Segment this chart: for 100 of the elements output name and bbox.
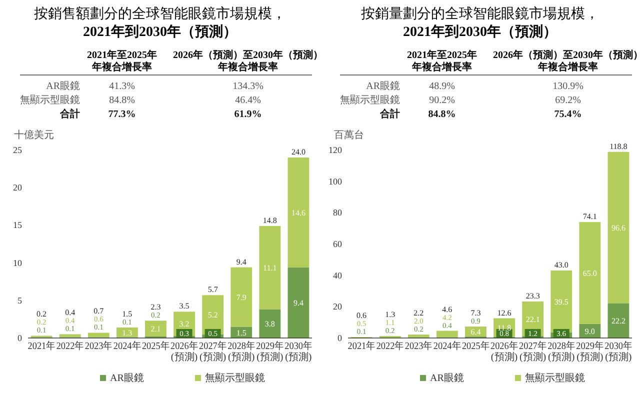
text: 無顯示型眼鏡 <box>20 94 80 106</box>
x-tick-label: 2023年 <box>404 340 435 352</box>
y-tick-label: 15 <box>13 220 22 230</box>
total-label: 4.6 <box>442 304 452 314</box>
x-tick-label: 2027年 (預測) <box>519 340 550 363</box>
x-tick-label: 2024年 <box>433 340 464 352</box>
y-tick-label: 40 <box>333 270 342 280</box>
y-tick-label: 5 <box>18 295 22 306</box>
y-tick-label: 0 <box>18 333 22 343</box>
total-label: 1.3 <box>385 310 396 319</box>
x-tick-label: 2021年 <box>348 340 378 352</box>
total-label: 24.0 <box>291 148 306 157</box>
y-tick-label: 100 <box>328 176 342 186</box>
y-tick-label: 60 <box>333 239 342 249</box>
data-label: 0.2 <box>36 310 47 319</box>
total-label: 0.6 <box>356 311 367 320</box>
x-tick-label: 2022年 <box>376 340 406 352</box>
y-tick-label: 80 <box>333 208 342 218</box>
total-label: 14.8 <box>262 216 277 225</box>
data-label: 1.3 <box>122 328 132 338</box>
total-label: 43.0 <box>554 260 568 270</box>
x-tick-label: 2030年 (預測) <box>284 340 315 363</box>
x-tick-label: 2023年 <box>84 340 115 352</box>
text: 2021年至2025年年複合增長率 <box>407 49 477 73</box>
legend-label: AR眼鏡 <box>430 372 464 384</box>
data-label: 1.5 <box>236 328 246 338</box>
total-label: 12.6 <box>497 308 512 318</box>
text: 130.9% <box>552 81 584 92</box>
text: 2021年至2025年年複合增長率 <box>87 49 157 73</box>
chart-title: 按銷售額劃分的全球智能眼鏡市場規模， 2021年到2030年（預測） <box>34 6 286 40</box>
data-label: 5.2 <box>208 310 218 320</box>
total-label: 0.7 <box>94 306 104 316</box>
x-tick-label: 2029年 (預測) <box>256 340 286 363</box>
x-tick-label: 2026年 (預測) <box>170 340 200 363</box>
x-tick-label: 2021年 <box>28 340 58 352</box>
data-label: 14.6 <box>291 208 306 218</box>
y-tick-label: 20 <box>333 302 342 312</box>
x-tick-label: 2028年 (預測) <box>228 340 258 363</box>
text: 無顯示型眼鏡 <box>340 94 400 106</box>
y-tick-label: 0 <box>338 333 342 343</box>
text: 合計 <box>59 108 80 120</box>
total-label: 74.1 <box>582 212 597 222</box>
total-label: 23.3 <box>526 291 540 300</box>
data-label: 11.1 <box>263 264 277 273</box>
legend-label: AR眼鏡 <box>110 372 144 384</box>
total-label: 7.3 <box>470 308 481 318</box>
data-label: 6.4 <box>470 328 481 337</box>
x-tick-label: 2022年 <box>56 340 86 352</box>
total-label: 118.8 <box>610 142 628 151</box>
y-tick-label: 20 <box>13 182 22 193</box>
legend-label: 無顯示型眼鏡 <box>525 372 585 384</box>
y-axis-title: 百萬台 <box>334 129 364 141</box>
y-tick-label: 120 <box>328 145 342 155</box>
data-label: 96.6 <box>611 224 626 233</box>
total-label: 2.3 <box>150 302 161 312</box>
text: 84.8% <box>109 95 135 106</box>
text: 2026年（預測）至2030年（預測）年複合增長率 <box>493 49 640 73</box>
total-label: 3.5 <box>179 302 190 311</box>
x-tick-label: 2026年 (預測) <box>490 340 520 363</box>
text: 46.4% <box>235 95 261 106</box>
text: 134.3% <box>232 81 264 92</box>
x-tick-label: 2025年 <box>462 340 492 352</box>
y-tick-label: 25 <box>13 145 22 155</box>
text: 48.9% <box>429 81 455 92</box>
data-label: 7.9 <box>236 293 246 302</box>
total-label: 5.7 <box>208 285 218 294</box>
text: AR眼鏡 <box>46 80 80 92</box>
x-tick-label: 2027年 (預測) <box>199 340 230 363</box>
total-label: 2.2 <box>414 308 424 318</box>
chart-title: 按銷量劃分的全球智能眼鏡市場規模， 2021年到2030年（預測） <box>361 6 599 40</box>
text: 合計 <box>379 108 400 120</box>
data-label: 22.1 <box>526 314 540 324</box>
data-label: 65.0 <box>582 268 597 278</box>
x-tick-label: 2028年 (預測) <box>548 340 578 363</box>
y-axis-title: 十億美元 <box>14 129 54 141</box>
total-label: 9.4 <box>236 257 246 266</box>
text: 77.3% <box>108 109 136 120</box>
total-label: 1.5 <box>122 309 132 318</box>
text: AR眼鏡 <box>366 80 400 92</box>
x-tick-label: 2025年 <box>142 340 172 352</box>
data-label: 9.0 <box>584 326 595 336</box>
text: 75.4% <box>554 109 582 120</box>
data-label: 9.4 <box>293 298 304 308</box>
text: 41.3% <box>109 81 135 92</box>
text: 2026年（預測）至2030年（預測）年複合增長率 <box>173 49 323 73</box>
data-label: 39.5 <box>554 297 568 306</box>
x-tick-label: 2024年 <box>113 340 144 352</box>
data-label: 3.8 <box>264 320 275 329</box>
data-label: 0.4 <box>65 308 76 318</box>
y-tick-label: 10 <box>13 258 22 268</box>
text: 90.2% <box>429 95 455 106</box>
text: 69.2% <box>555 95 581 106</box>
data-label: 3.2 <box>179 320 190 329</box>
text: 84.8% <box>428 109 456 120</box>
x-tick-label: 2029年 (預測) <box>576 340 606 363</box>
data-label: 2.1 <box>150 324 161 334</box>
text: 61.9% <box>234 109 262 120</box>
x-tick-label: 2030年 (預測) <box>604 340 635 363</box>
data-label: 22.2 <box>611 316 626 326</box>
legend-label: 無顯示型眼鏡 <box>205 372 265 384</box>
